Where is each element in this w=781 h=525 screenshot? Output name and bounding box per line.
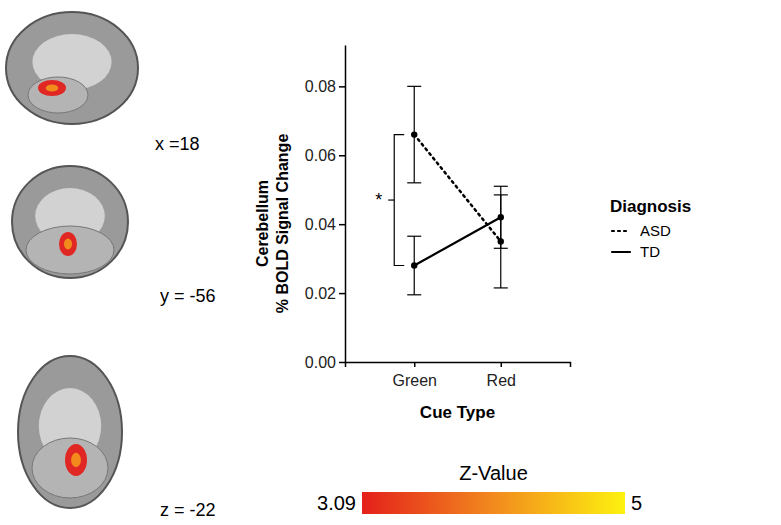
y-tick: 0.08 <box>305 78 345 95</box>
error-bar-cap <box>407 294 421 295</box>
legend: Diagnosis ASD TD <box>610 197 691 260</box>
brain-outline <box>18 356 122 508</box>
x-axis: Green Red <box>346 362 571 389</box>
error-bar-cap <box>494 287 508 288</box>
significance-label: * <box>375 190 382 210</box>
y-tick-mark <box>339 86 345 88</box>
y-tick-label: 0.00 <box>305 354 336 371</box>
legend-label: TD <box>640 243 660 260</box>
series-line <box>414 217 501 265</box>
y-tick-mark <box>339 362 345 364</box>
cerebellum <box>26 226 114 274</box>
y-tick-label: 0.08 <box>305 78 336 95</box>
y-axis-title: Cerebellum% BOLD Signal Change <box>254 134 291 314</box>
brain-slice: y = -56 <box>12 166 216 306</box>
figure: x =18 y = -56 z = -22 0.00 0.02 0.04 0.06 0.08 G… <box>0 0 781 525</box>
error-bar-cap <box>494 186 508 187</box>
bracket-tick <box>388 199 394 200</box>
significance-bracket: * <box>375 135 404 266</box>
error-bar-cap <box>407 86 421 87</box>
legend-item: ASD <box>612 222 671 239</box>
y-axis: 0.00 0.02 0.04 0.06 0.08 <box>305 46 346 371</box>
activation-core <box>71 453 81 467</box>
y-tick: 0.00 <box>305 354 345 371</box>
plot-marks <box>407 86 508 294</box>
y-tick-mark <box>339 293 345 295</box>
error-bar <box>407 86 421 182</box>
y-tick-label: 0.06 <box>305 147 336 164</box>
error-bar <box>407 236 421 295</box>
x-tick-mark <box>414 362 416 367</box>
series <box>407 86 508 288</box>
y-tick-label: 0.04 <box>305 216 336 233</box>
x-tick-label: Green <box>392 372 436 389</box>
bracket-line <box>394 135 404 266</box>
slice-label: x =18 <box>155 134 200 154</box>
x-tick-label: Red <box>487 372 516 389</box>
activation-core <box>46 84 59 91</box>
cerebellum <box>28 77 88 113</box>
colorbar-tick-label: 3.09 <box>317 492 356 514</box>
error-bar-cap <box>407 182 421 183</box>
series-point <box>498 214 504 220</box>
activation <box>59 232 77 256</box>
series <box>407 186 508 295</box>
series-point <box>411 262 417 268</box>
activation <box>65 444 87 476</box>
colorbar-tick-label: 5 <box>631 492 642 514</box>
brain-slices: x =18 y = -56 z = -22 <box>6 12 216 520</box>
x-axis-line <box>346 363 571 368</box>
cerebellum <box>32 438 108 498</box>
colorbar-title: Z-Value <box>459 462 528 484</box>
y-tick-mark <box>339 224 345 226</box>
brain-outline <box>12 166 128 278</box>
error-bar-cap <box>494 248 508 249</box>
x-axis-title: Cue Type <box>420 403 495 422</box>
error-bar <box>494 186 508 248</box>
y-tick-mark <box>339 155 345 157</box>
slice-label: z = -22 <box>160 500 216 520</box>
legend-title: Diagnosis <box>610 197 691 216</box>
error-bar-cap <box>407 236 421 237</box>
activation-core <box>64 239 72 250</box>
y-tick: 0.06 <box>305 147 345 164</box>
y-axis-line <box>345 46 347 363</box>
brain-outline <box>6 12 138 124</box>
y-tick: 0.04 <box>305 216 345 233</box>
series-point <box>411 131 417 137</box>
y-tick-label: 0.02 <box>305 285 336 302</box>
legend-swatch <box>612 230 630 232</box>
legend-item: TD <box>612 243 660 260</box>
slice-label: y = -56 <box>160 286 216 306</box>
activation <box>38 80 66 96</box>
x-tick-mark <box>501 362 503 367</box>
brain-slice: x =18 <box>6 12 200 154</box>
x-tick: Green <box>392 362 436 389</box>
legend-label: ASD <box>640 222 671 239</box>
brain-slice: z = -22 <box>18 356 216 520</box>
colorbar-ramp <box>362 492 625 514</box>
colorbar: Z-Value 3.09 5 <box>317 462 642 514</box>
legend-swatch <box>612 251 630 253</box>
y-tick: 0.02 <box>305 285 345 302</box>
x-tick: Red <box>487 362 516 389</box>
